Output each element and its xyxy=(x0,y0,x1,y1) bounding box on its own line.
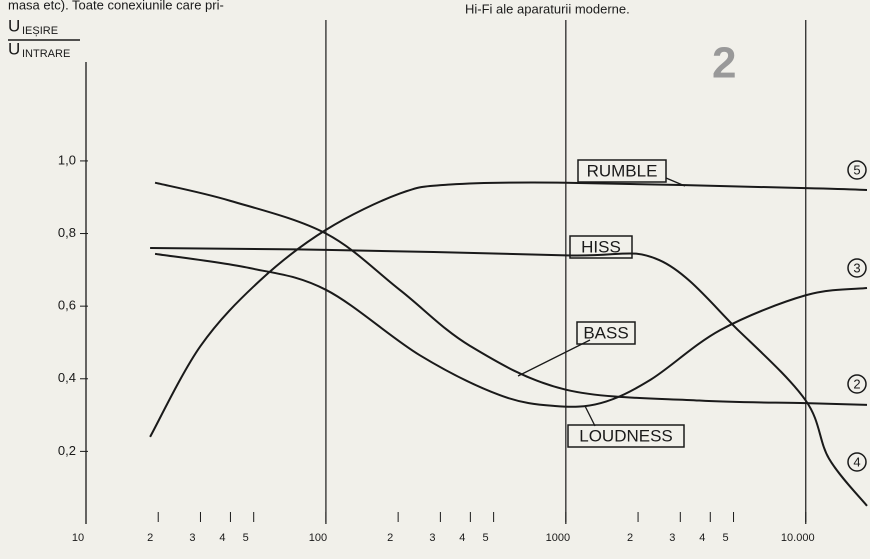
x-tick-label: 10 xyxy=(72,532,84,544)
legend-box xyxy=(576,321,636,345)
y-tick-label: 0,8 xyxy=(58,225,76,240)
x-tick-label: 2 xyxy=(147,532,153,544)
curve-number-circle xyxy=(847,258,867,278)
curve xyxy=(149,181,868,438)
x-tick-label: 10.000 xyxy=(781,532,815,544)
curve-number-circle xyxy=(847,160,867,180)
legend-label: RUMBLE xyxy=(587,161,658,180)
y-label-main: U xyxy=(8,16,20,35)
y-label-sub: IEȘIRE xyxy=(22,25,58,37)
curve-number: 5 xyxy=(853,162,860,177)
legend-label: BASS xyxy=(583,323,628,342)
curve xyxy=(154,252,868,408)
y-label-main: U xyxy=(8,39,20,58)
y-tick-label: 0,6 xyxy=(58,298,76,313)
legend-box xyxy=(577,159,667,183)
y-tick-label: 0,4 xyxy=(58,370,76,385)
x-tick-label: 5 xyxy=(243,532,249,544)
arrow xyxy=(517,339,591,377)
curve-number: 4 xyxy=(853,454,860,469)
curve-number-circle xyxy=(847,374,867,394)
y-label-sub: INTRARE xyxy=(22,48,70,60)
x-tick-label: 5 xyxy=(722,532,728,544)
x-tick-label: 4 xyxy=(699,532,705,544)
curve xyxy=(154,181,868,406)
curve-number: 3 xyxy=(853,260,860,275)
arrow xyxy=(584,405,596,427)
x-tick-label: 3 xyxy=(669,532,675,544)
curve-number-circle xyxy=(847,452,867,472)
x-tick-label: 1000 xyxy=(546,532,570,544)
curve-number: 2 xyxy=(853,376,860,391)
legend-label: HISS xyxy=(581,237,621,256)
legend-box xyxy=(567,424,685,448)
x-tick-label: 4 xyxy=(219,532,225,544)
page-text: Hi-Fi ale aparaturii moderne. xyxy=(465,1,630,16)
x-tick-label: 3 xyxy=(189,532,195,544)
legend-box xyxy=(569,235,633,259)
curve xyxy=(150,247,868,507)
figure-number: 2 xyxy=(712,39,736,88)
y-tick-label: 0,2 xyxy=(58,443,76,458)
x-tick-label: 100 xyxy=(309,532,327,544)
x-tick-label: 3 xyxy=(429,532,435,544)
x-tick-label: 2 xyxy=(627,532,633,544)
x-tick-label: 2 xyxy=(387,532,393,544)
legend-label: LOUDNESS xyxy=(579,426,673,445)
x-tick-label: 4 xyxy=(459,532,465,544)
x-tick-label: 5 xyxy=(483,532,489,544)
arrow xyxy=(665,177,686,187)
y-tick-label: 1,0 xyxy=(58,152,76,167)
page-text: masa etc). Toate conexiunile care pri- xyxy=(8,0,224,12)
